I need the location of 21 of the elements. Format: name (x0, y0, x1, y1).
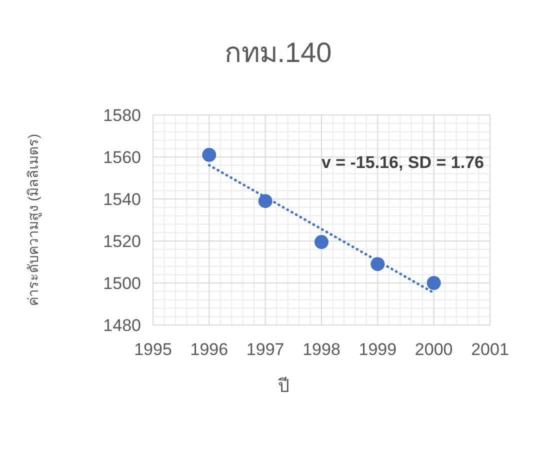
point (426, 276, 441, 290)
y-tick-label: 1500 (103, 274, 141, 293)
y-tick-label: 1560 (103, 148, 141, 167)
point (314, 235, 328, 250)
x-tick-label: 2001 (471, 340, 509, 359)
y-tick-label: 1580 (103, 106, 141, 125)
x-tick-label: 1998 (302, 340, 340, 359)
point (202, 148, 216, 162)
x-tick-label: 2000 (414, 340, 453, 359)
x-axis-title: ปี (278, 376, 289, 396)
y-tick-label: 1540 (103, 190, 141, 209)
chart-title: กทม.140 (224, 37, 332, 68)
x-tick-label: 1996 (190, 340, 228, 359)
x-tick-label: 1999 (358, 340, 397, 359)
x-tick-label: 1997 (246, 340, 284, 359)
annotation: v = -15.16, SD = 1.76 (321, 153, 484, 172)
x-tick-label: 1995 (134, 340, 172, 359)
y-tick-label: 1520 (103, 232, 141, 251)
y-tick-label: 1480 (103, 316, 141, 335)
y-axis-title: ค่าระดับความสูง (มิลลิเมตร) (25, 134, 42, 306)
point (258, 194, 272, 208)
